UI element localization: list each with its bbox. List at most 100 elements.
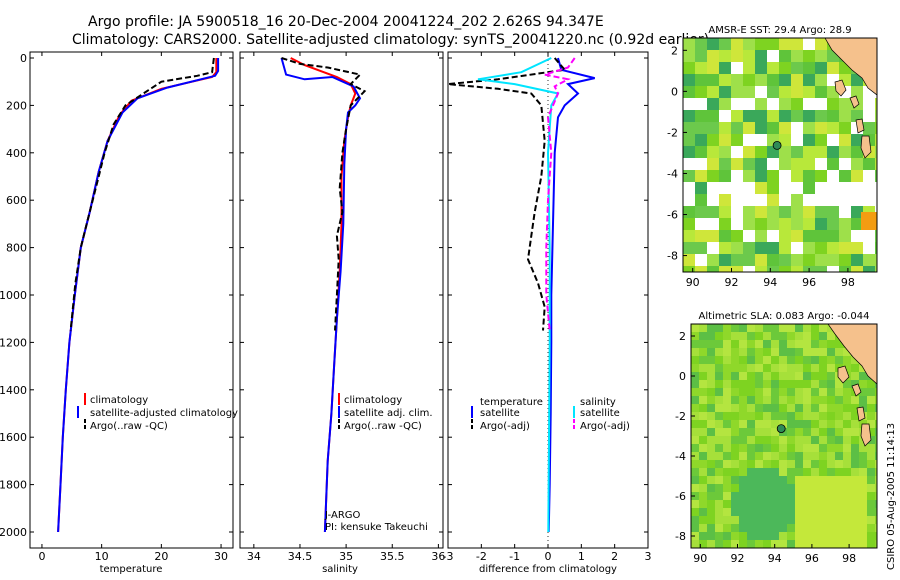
sla-cell bbox=[731, 508, 739, 516]
sla-cell bbox=[827, 340, 835, 348]
sla-cell bbox=[867, 460, 875, 468]
sst-cell bbox=[815, 122, 827, 134]
sla-cell bbox=[747, 364, 755, 372]
sla-cell bbox=[787, 476, 795, 484]
sst-cell bbox=[731, 86, 743, 98]
sla-land-mask bbox=[827, 324, 877, 385]
sla-cell bbox=[731, 396, 739, 404]
sla-cell bbox=[795, 444, 803, 452]
sla-cell bbox=[787, 532, 795, 540]
sla-cell bbox=[843, 476, 851, 484]
sla-cell bbox=[779, 324, 787, 332]
sla-cell bbox=[731, 484, 739, 492]
sla-cell bbox=[851, 476, 859, 484]
sla-cell bbox=[747, 508, 755, 516]
sst-cell bbox=[827, 62, 839, 74]
map-y-tick-label: 2 bbox=[671, 44, 678, 57]
sla-cell bbox=[803, 524, 811, 532]
sla-cell bbox=[739, 380, 747, 388]
sla-cell bbox=[835, 492, 843, 500]
sst-cell bbox=[779, 230, 791, 242]
sla-cell bbox=[795, 436, 803, 444]
sla-cell bbox=[835, 356, 843, 364]
sla-cell bbox=[787, 460, 795, 468]
sla-cell bbox=[819, 500, 827, 508]
sla-cell bbox=[707, 372, 715, 380]
sla-cell bbox=[787, 396, 795, 404]
sla-cell bbox=[835, 508, 843, 516]
sla-cell bbox=[755, 516, 763, 524]
sla-cell bbox=[739, 540, 747, 548]
sla-cell bbox=[819, 444, 827, 452]
x-tick-label: 35.5 bbox=[380, 550, 405, 563]
map-y-tick-label: -8 bbox=[675, 530, 686, 543]
sla-cell bbox=[875, 420, 877, 428]
sst-cell bbox=[707, 170, 719, 182]
sst-cell bbox=[791, 74, 803, 86]
sla-cell bbox=[843, 468, 851, 476]
sla-cell bbox=[739, 452, 747, 460]
sla-cell bbox=[739, 356, 747, 364]
sla-cell bbox=[739, 364, 747, 372]
sst-cell bbox=[815, 110, 827, 122]
map-y-tick-label: -8 bbox=[667, 250, 678, 263]
sla-cell bbox=[867, 412, 875, 420]
sst-cell bbox=[707, 110, 719, 122]
legend-sal-argo: Argo(..raw -QC) bbox=[344, 421, 422, 432]
sla-cell bbox=[827, 412, 835, 420]
sla-cell bbox=[755, 452, 763, 460]
sst-cell bbox=[791, 158, 803, 170]
sla-cell bbox=[755, 356, 763, 364]
sst-island-1 bbox=[834, 79, 847, 97]
sst-cell bbox=[791, 62, 803, 74]
sla-cell bbox=[851, 396, 859, 404]
sla-cell bbox=[763, 396, 771, 404]
y-tick-label: 200 bbox=[6, 99, 27, 112]
sla-cell bbox=[867, 452, 875, 460]
sla-cell bbox=[787, 412, 795, 420]
legend-salinity-heading: salinity bbox=[580, 397, 616, 408]
sla-cell bbox=[715, 524, 723, 532]
sla-cell bbox=[835, 436, 843, 444]
sla-cell bbox=[803, 484, 811, 492]
sst-cell bbox=[695, 206, 707, 218]
sst-cell bbox=[707, 62, 719, 74]
sst-cell bbox=[743, 74, 755, 86]
sst-cell bbox=[731, 266, 743, 272]
difference-panel: -3 -2 -1 0 1 2 3 difference from climatology t… bbox=[443, 51, 652, 575]
sla-cell bbox=[755, 540, 763, 548]
sla-cell bbox=[795, 372, 803, 380]
sst-cell bbox=[875, 134, 877, 146]
sla-cell bbox=[771, 524, 779, 532]
sla-cell bbox=[763, 356, 771, 364]
sst-cell bbox=[815, 266, 827, 272]
sst-cell bbox=[779, 254, 791, 266]
sla-cell bbox=[715, 428, 723, 436]
sst-cell bbox=[743, 146, 755, 158]
sla-cell bbox=[739, 420, 747, 428]
sla-cell bbox=[851, 412, 859, 420]
sla-cell bbox=[747, 436, 755, 444]
sla-cell bbox=[843, 540, 851, 548]
sla-cell bbox=[787, 340, 795, 348]
sst-cell bbox=[839, 242, 851, 254]
sst-cell bbox=[863, 122, 875, 134]
sla-cell bbox=[819, 348, 827, 356]
sla-cell bbox=[875, 484, 877, 492]
sla-cell bbox=[819, 524, 827, 532]
sst-cell bbox=[731, 254, 743, 266]
sla-cell bbox=[811, 356, 819, 364]
sla-cell bbox=[731, 340, 739, 348]
sst-cell bbox=[683, 230, 695, 242]
sla-cell bbox=[843, 404, 851, 412]
sla-cell bbox=[739, 508, 747, 516]
sla-cell bbox=[851, 460, 859, 468]
sla-cell bbox=[851, 468, 859, 476]
sst-cell bbox=[743, 254, 755, 266]
sst-cell bbox=[707, 230, 719, 242]
sla-cell bbox=[771, 428, 779, 436]
sla-cell bbox=[827, 356, 835, 364]
sla-cell bbox=[827, 508, 835, 516]
sla-cell bbox=[715, 540, 723, 548]
sla-cell bbox=[787, 500, 795, 508]
